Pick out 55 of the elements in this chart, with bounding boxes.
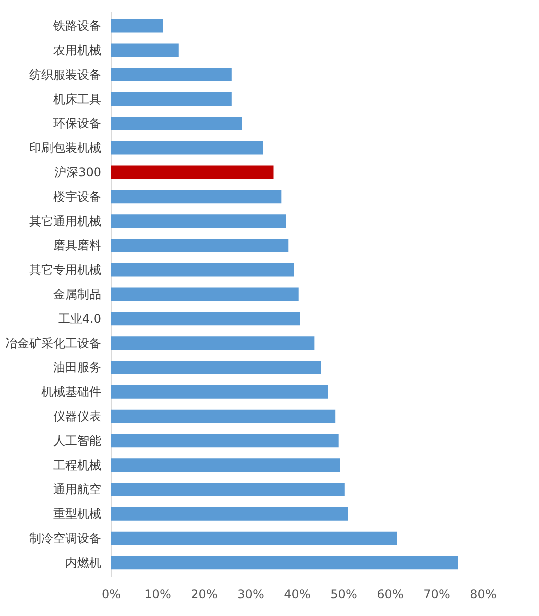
y-tick-label: 其它通用机械	[30, 214, 102, 228]
bar	[111, 312, 300, 326]
bar	[111, 288, 299, 302]
bar	[111, 214, 286, 228]
x-tick-label: 70%	[424, 588, 450, 602]
x-tick-label: 30%	[238, 588, 264, 602]
bar	[111, 507, 348, 521]
y-tick-label: 内燃机	[66, 556, 102, 570]
bar	[111, 92, 232, 106]
y-tick-label: 机械基础件	[42, 385, 102, 400]
y-tick-label: 油田服务	[54, 360, 102, 375]
x-tick-label: 40%	[284, 588, 311, 602]
bar	[111, 336, 315, 350]
y-tick-label: 铁路设备	[52, 19, 102, 34]
bar	[111, 116, 242, 130]
x-tick-label: 10%	[144, 588, 172, 602]
y-tick-label: 农用机械	[54, 43, 102, 58]
y-tick-label: 纺织服装设备	[30, 68, 102, 82]
x-tick-label: 50%	[330, 588, 358, 602]
y-tick-label: 沪深300	[54, 165, 102, 180]
bar	[111, 458, 340, 472]
y-tick-label: 磨具磨料	[54, 238, 102, 253]
x-tick-label: 20%	[191, 588, 218, 602]
y-tick-label: 楼宇设备	[54, 190, 102, 204]
x-tick-label: 80%	[470, 588, 497, 602]
x-tick-label: 0%	[102, 588, 122, 602]
y-tick-label: 冶金矿采化工设备	[6, 336, 102, 350]
bar	[111, 44, 179, 58]
bar	[111, 385, 328, 399]
bar	[111, 434, 339, 448]
bar	[111, 410, 336, 424]
bar	[111, 361, 322, 374]
y-tick-label: 通用航空	[54, 482, 102, 497]
y-tick-label: 印刷包装机械	[30, 141, 102, 156]
y-tick-label: 制冷空调设备	[30, 532, 102, 546]
bar	[111, 483, 345, 496]
bar	[111, 190, 282, 204]
y-tick-label: 其它专用机械	[30, 263, 102, 278]
bar	[111, 556, 458, 570]
y-tick-label: 工程机械	[54, 458, 102, 472]
bar	[111, 68, 232, 82]
bar	[111, 19, 164, 33]
y-tick-label: 重型机械	[54, 507, 102, 522]
bar	[111, 532, 398, 546]
bar	[111, 141, 264, 155]
y-tick-label: 环保设备	[54, 116, 102, 131]
y-tick-label: 金属制品	[54, 288, 102, 302]
bar	[111, 238, 289, 252]
bar	[111, 166, 274, 180]
y-tick-label: 机床工具	[54, 92, 102, 106]
bar	[111, 263, 294, 277]
y-tick-label: 工业4.0	[58, 312, 102, 326]
x-tick-label: 60%	[377, 588, 404, 602]
y-tick-label: 仪器仪表	[54, 410, 102, 424]
y-tick-label: 人工智能	[54, 434, 102, 448]
